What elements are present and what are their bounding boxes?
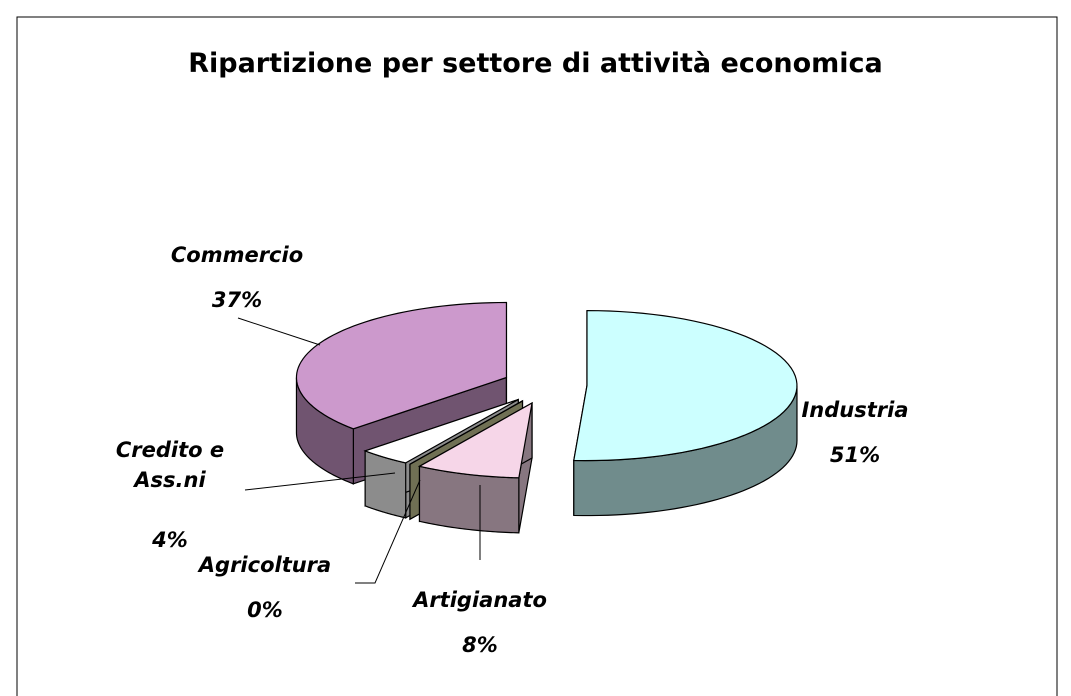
slice-label: Commercio <box>170 243 304 267</box>
value-label: 37% <box>211 288 263 312</box>
frame <box>16 16 1058 696</box>
value-label: 8% <box>462 633 498 657</box>
slice <box>417 401 533 479</box>
slice-label: Credito e Ass.ni <box>115 438 225 492</box>
value-label: 0% <box>247 598 283 622</box>
slice-label: Agricoltura <box>198 553 332 577</box>
slice <box>409 400 523 465</box>
value-label: 4% <box>152 528 188 552</box>
leader-line <box>244 472 396 491</box>
chart-title: Ripartizione per settore di attività eco… <box>188 48 883 79</box>
slice <box>573 309 798 462</box>
slice <box>295 301 508 430</box>
leader-line <box>355 479 421 584</box>
slice-label: Artigianato <box>413 588 547 612</box>
value-label: 51% <box>829 443 881 467</box>
leader-line <box>237 317 321 346</box>
slice-label: Industria <box>801 398 909 422</box>
slice <box>363 398 519 464</box>
